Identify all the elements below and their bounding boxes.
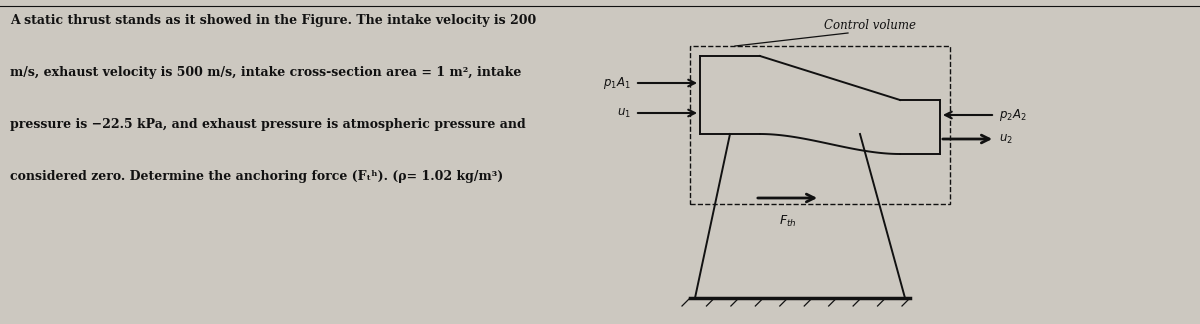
Text: Control volume: Control volume (824, 19, 916, 32)
Text: $F_{th}$: $F_{th}$ (779, 214, 797, 229)
Text: m/s, exhaust velocity is 500 m/s, intake cross-section area = 1 m², intake: m/s, exhaust velocity is 500 m/s, intake… (10, 66, 521, 79)
Text: A static thrust stands as it showed in the Figure. The intake velocity is 200: A static thrust stands as it showed in t… (10, 14, 536, 27)
Text: $p_2A_2$: $p_2A_2$ (998, 107, 1026, 123)
Bar (690, 46, 950, 204)
Text: $u_2$: $u_2$ (998, 133, 1013, 145)
Text: considered zero. Determine the anchoring force (Fₜʰ). (ρ= 1.02 kg/m³): considered zero. Determine the anchoring… (10, 170, 503, 183)
Text: pressure is −22.5 kPa, and exhaust pressure is atmospheric pressure and: pressure is −22.5 kPa, and exhaust press… (10, 118, 526, 131)
Text: $u_1$: $u_1$ (617, 107, 631, 120)
Text: $p_1A_1$: $p_1A_1$ (604, 75, 631, 91)
